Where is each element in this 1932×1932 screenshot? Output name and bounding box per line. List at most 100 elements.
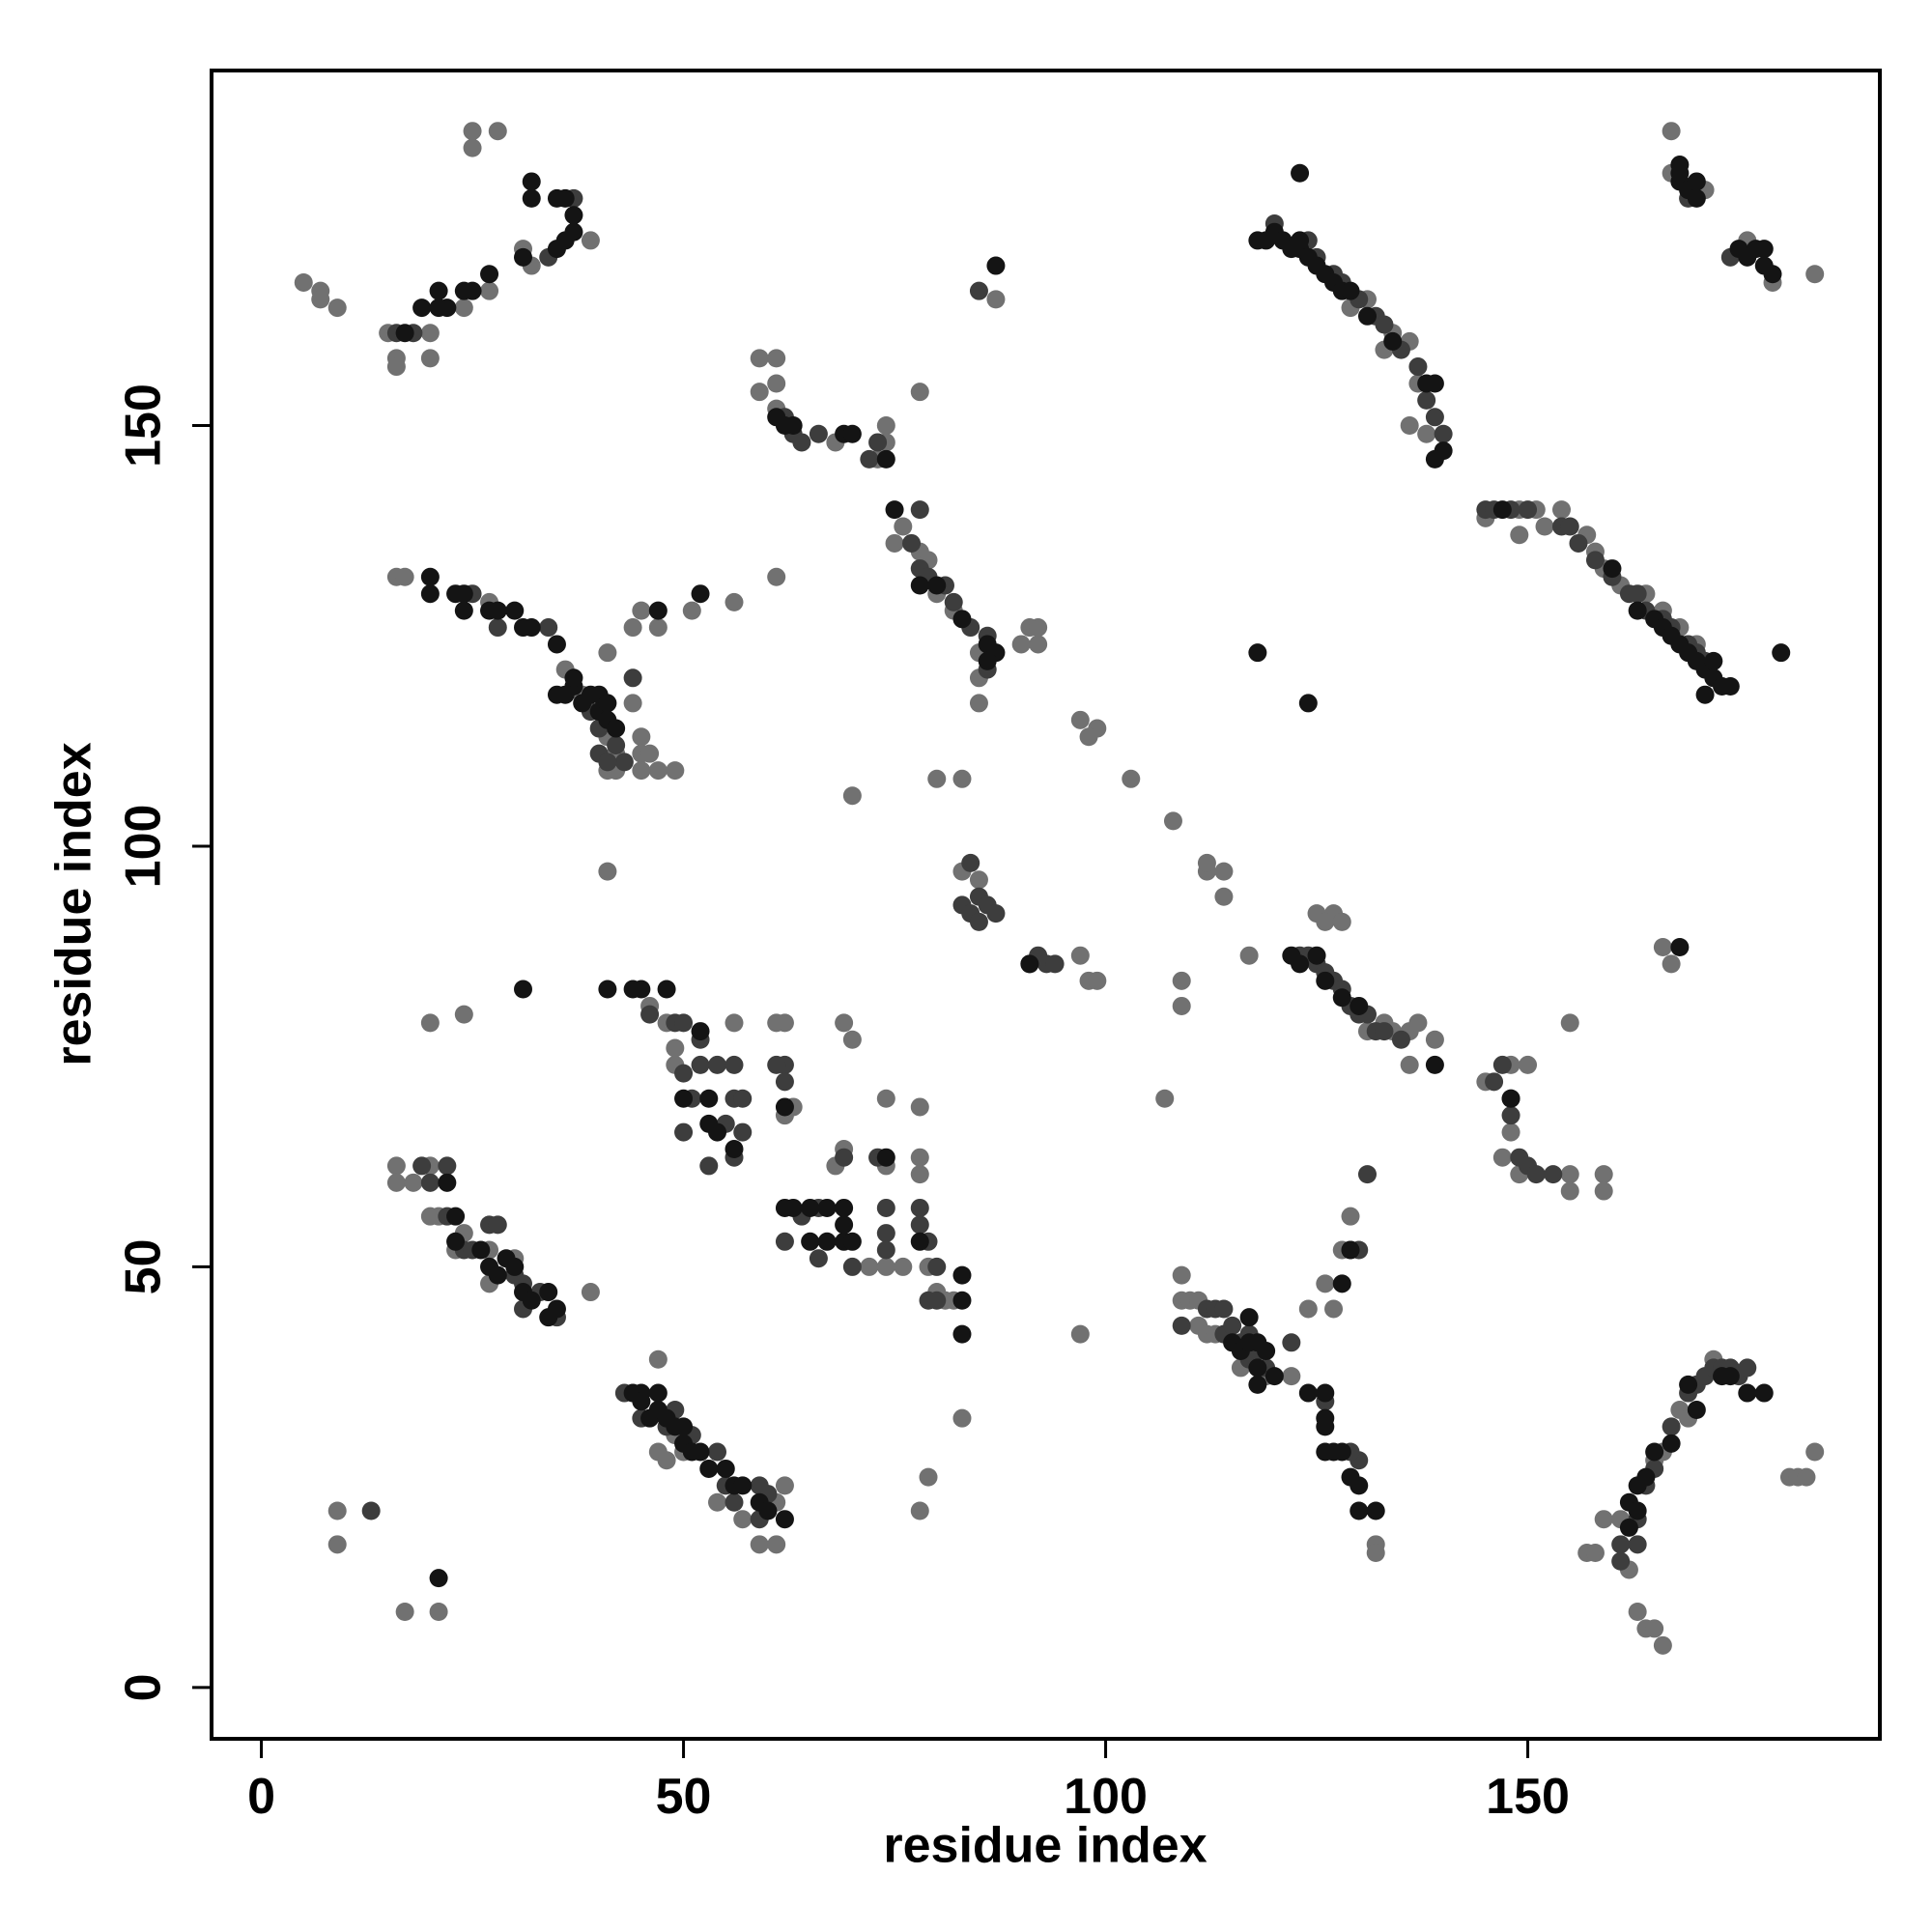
point	[1020, 954, 1039, 974]
point	[1425, 374, 1444, 393]
point	[961, 853, 980, 872]
point	[429, 1569, 448, 1588]
point	[910, 576, 929, 595]
point	[581, 231, 600, 250]
point	[420, 1173, 440, 1192]
point	[1341, 1207, 1360, 1226]
point	[1653, 1635, 1672, 1655]
point	[927, 769, 947, 788]
point	[1670, 937, 1690, 956]
point	[1560, 517, 1579, 536]
point	[1754, 1383, 1774, 1403]
point	[986, 256, 1006, 275]
point	[1155, 1089, 1175, 1108]
point	[1425, 449, 1444, 469]
point	[1797, 1467, 1816, 1487]
point	[438, 298, 457, 318]
point	[1239, 1308, 1259, 1327]
point	[666, 761, 685, 781]
point	[842, 1232, 862, 1251]
point	[969, 281, 988, 300]
point	[666, 1038, 685, 1058]
point	[1519, 500, 1538, 520]
point	[1628, 1602, 1647, 1621]
point	[876, 1240, 895, 1260]
point	[1366, 1544, 1385, 1563]
point	[640, 744, 660, 763]
point	[1011, 635, 1031, 654]
point	[835, 1198, 854, 1217]
point	[1391, 1030, 1410, 1049]
point	[674, 1064, 694, 1083]
point	[648, 601, 668, 620]
x-tick-label: 50	[656, 1769, 712, 1825]
point	[1552, 500, 1572, 520]
point	[438, 1156, 457, 1176]
point	[1619, 1518, 1638, 1537]
point	[1560, 1165, 1579, 1184]
point	[1653, 937, 1672, 956]
point	[1316, 971, 1335, 990]
point	[809, 1249, 828, 1268]
point	[1662, 954, 1681, 974]
point	[969, 870, 988, 890]
point	[1341, 281, 1360, 300]
point	[564, 668, 583, 688]
point	[463, 281, 482, 300]
point	[1070, 946, 1090, 965]
y-tick-label: 100	[116, 805, 172, 889]
point	[775, 1097, 794, 1117]
point	[952, 769, 972, 788]
point	[1375, 315, 1394, 334]
point	[724, 1492, 744, 1512]
point	[674, 1417, 694, 1436]
point	[733, 1510, 753, 1529]
point	[1350, 996, 1369, 1015]
point	[1434, 424, 1453, 443]
y-axis-title: residue index	[46, 742, 102, 1065]
point	[927, 1257, 947, 1276]
point	[395, 1602, 414, 1621]
point	[876, 416, 895, 436]
point	[919, 1467, 938, 1487]
point	[1350, 1476, 1369, 1495]
point	[454, 1005, 473, 1024]
point	[1594, 1510, 1613, 1529]
point	[1248, 1375, 1267, 1394]
y-tick-label: 150	[116, 384, 172, 468]
point	[446, 1232, 466, 1251]
point	[876, 1257, 895, 1276]
point	[1670, 156, 1690, 175]
point	[1645, 1442, 1664, 1462]
point	[488, 122, 507, 141]
point	[986, 904, 1006, 923]
point	[1282, 1367, 1301, 1386]
point	[1248, 643, 1267, 663]
point	[395, 324, 414, 343]
point	[674, 1013, 694, 1033]
point	[311, 290, 330, 309]
point	[1045, 954, 1065, 974]
point	[758, 1501, 778, 1520]
point	[1704, 651, 1723, 670]
point	[429, 281, 448, 300]
point	[835, 1215, 854, 1235]
point	[691, 1442, 710, 1462]
point	[514, 980, 533, 999]
point	[674, 1089, 694, 1108]
point	[294, 272, 313, 292]
point	[750, 1535, 769, 1554]
point	[1070, 1324, 1090, 1344]
point	[463, 122, 482, 141]
point	[1332, 912, 1351, 931]
point	[952, 1324, 972, 1344]
point	[1501, 1089, 1520, 1108]
point	[1316, 1442, 1335, 1462]
point	[522, 188, 541, 208]
point	[944, 592, 963, 611]
point	[775, 1510, 794, 1529]
point	[986, 290, 1006, 309]
point	[724, 592, 744, 611]
point	[1492, 500, 1512, 520]
point	[539, 1283, 558, 1302]
